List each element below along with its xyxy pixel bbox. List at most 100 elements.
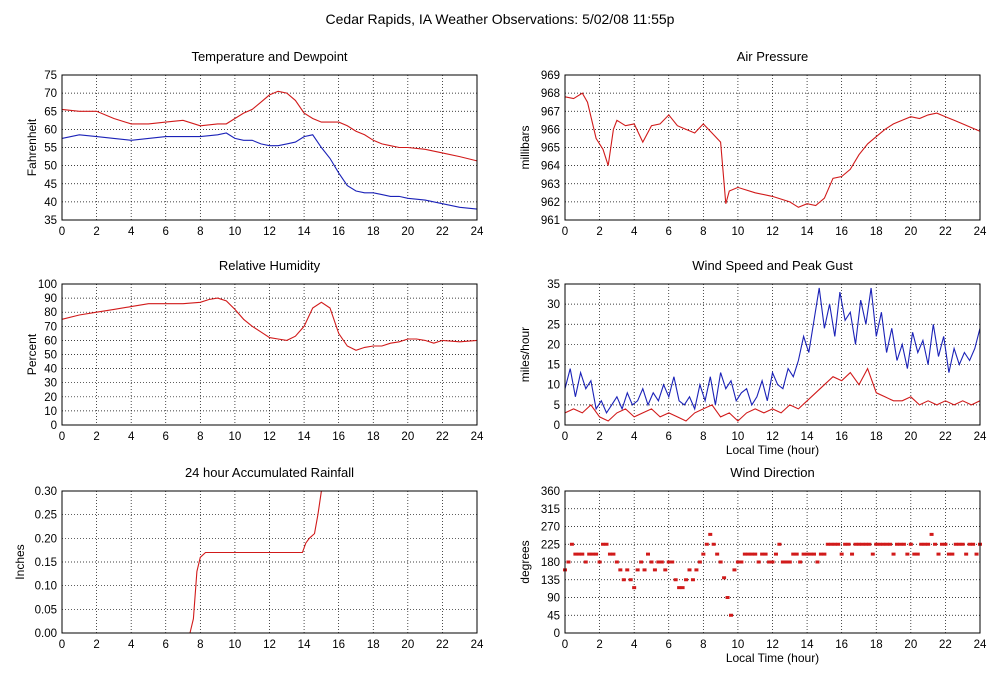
x-tick-label: 14 <box>801 639 814 651</box>
y-tick-label: 50 <box>44 161 57 173</box>
wind-direction-point <box>639 560 644 564</box>
y-tick-label: 70 <box>44 321 57 333</box>
wind-direction-point <box>763 552 768 556</box>
y-tick-label: 967 <box>541 106 560 118</box>
wind-direction-point <box>673 578 678 582</box>
y-tick-label: 0.05 <box>35 604 57 616</box>
wind-direction-point <box>967 542 972 546</box>
wind-direction-point <box>646 552 650 556</box>
wind-direction-point <box>680 586 685 590</box>
wind-direction-point <box>573 552 578 556</box>
wind-direction-point <box>812 552 816 556</box>
wind-direction-point <box>877 542 882 546</box>
wind-direction-point <box>773 552 778 556</box>
wind-direction-point <box>729 613 733 617</box>
wind-direction-point <box>656 560 661 564</box>
wind-direction-point <box>725 596 730 599</box>
wind-direction-point <box>939 542 944 546</box>
y-tick-label: 270 <box>541 522 560 534</box>
y-tick-label: 75 <box>44 70 57 82</box>
x-tick-label: 24 <box>471 639 484 651</box>
x-tick-label: 20 <box>904 639 917 651</box>
y-tick-label: 65 <box>44 106 57 118</box>
wind-direction-point <box>888 542 893 546</box>
wind-direction-point <box>794 552 799 556</box>
wind-direction-point <box>684 578 689 582</box>
x-tick-label: 8 <box>700 431 706 443</box>
temp-plot-frame <box>61 74 478 221</box>
x-tick-label: 6 <box>163 431 169 443</box>
x-tick-label: 18 <box>870 639 883 651</box>
wind-direction-point <box>832 542 837 546</box>
y-tick-label: 964 <box>541 161 561 173</box>
humidity-title: Relative Humidity <box>219 258 321 273</box>
wind-direction-point <box>919 542 924 546</box>
x-tick-label: 22 <box>436 639 449 651</box>
wind-direction-point <box>614 560 619 564</box>
temp-series-line-0 <box>61 90 478 162</box>
x-tick-label: 6 <box>666 431 672 443</box>
y-tick-label: 10 <box>44 406 57 418</box>
direction-title: Wind Direction <box>730 465 815 480</box>
x-tick-label: 20 <box>904 226 917 238</box>
x-tick-label: 18 <box>367 431 380 443</box>
x-tick-label: 8 <box>197 639 203 651</box>
y-tick-label: 90 <box>44 293 57 305</box>
wind-direction-point <box>863 542 868 546</box>
y-tick-label: 20 <box>44 392 57 404</box>
wind-direction-point <box>929 532 934 536</box>
x-tick-label: 24 <box>974 431 987 443</box>
y-tick-label: 0.00 <box>35 628 57 640</box>
y-tick-label: 15 <box>547 360 560 372</box>
x-tick-label: 10 <box>732 226 745 238</box>
wind-direction-point <box>784 560 789 564</box>
wind-direction-point <box>860 542 865 546</box>
wind-series-line-0 <box>564 287 981 415</box>
y-tick-label: 10 <box>547 380 560 392</box>
wind-direction-point <box>843 542 848 546</box>
y-tick-label: 968 <box>541 88 560 100</box>
wind-direction-point <box>808 552 813 556</box>
wind-direction-point <box>825 542 830 546</box>
wind-direction-point <box>611 552 616 556</box>
y-tick-label: 360 <box>541 486 560 498</box>
humidity-plot-frame <box>61 283 478 426</box>
y-tick-label: 0 <box>51 420 57 432</box>
x-tick-label: 24 <box>974 226 987 238</box>
wind-direction-point <box>853 542 858 546</box>
wind-direction-point <box>663 568 668 572</box>
wind-direction-point <box>618 568 623 572</box>
wind-plot-frame <box>564 283 981 426</box>
x-tick-label: 8 <box>700 226 706 238</box>
y-tick-label: 100 <box>38 279 57 291</box>
x-tick-label: 16 <box>835 226 848 238</box>
humidity-series-line-0 <box>61 297 478 351</box>
wind-direction-point <box>780 560 785 564</box>
pressure-y-axis-label: millibars <box>518 125 532 169</box>
y-tick-label: 35 <box>44 215 57 227</box>
wind-direction-point <box>846 542 851 546</box>
wind-direction-point <box>756 560 761 564</box>
x-tick-label: 24 <box>974 639 987 651</box>
x-tick-label: 12 <box>263 226 276 238</box>
y-tick-label: 135 <box>541 575 560 587</box>
x-tick-label: 16 <box>332 639 345 651</box>
wind-direction-point <box>621 578 626 582</box>
wind-direction-point <box>891 552 896 556</box>
wind-direction-point <box>576 552 581 556</box>
x-tick-label: 12 <box>263 431 276 443</box>
y-tick-label: 0.15 <box>35 557 57 569</box>
x-tick-label: 8 <box>700 639 706 651</box>
wind-direction-point <box>943 542 948 546</box>
wind-direction-point <box>594 552 599 556</box>
wind-direction-point <box>960 542 965 546</box>
wind-direction-point <box>908 542 913 546</box>
x-tick-label: 22 <box>436 226 449 238</box>
wind-direction-point <box>625 568 630 572</box>
wind-direction-point <box>694 568 699 572</box>
x-tick-label: 20 <box>401 639 414 651</box>
wind-direction-point <box>649 560 654 564</box>
y-tick-label: 50 <box>44 350 57 362</box>
